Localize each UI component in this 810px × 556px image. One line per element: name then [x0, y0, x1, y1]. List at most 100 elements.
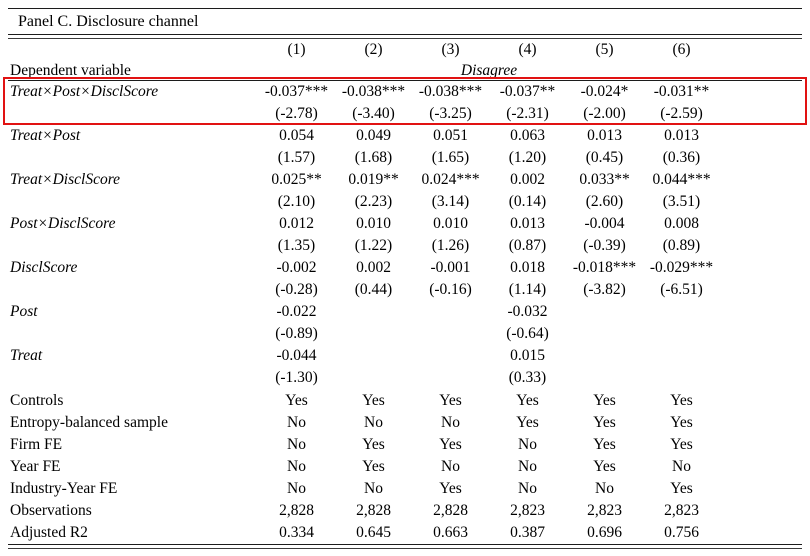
info-value: 2,823 — [510, 502, 545, 519]
coef-value: -0.022 — [276, 303, 317, 320]
info-row: Firm FE No Yes Yes No Yes Yes — [8, 434, 802, 456]
coef-row-label: Post×DisclScore — [10, 215, 116, 232]
top-rule — [8, 8, 802, 9]
info-value: No — [364, 414, 383, 431]
t-stat-value: (-2.78) — [275, 105, 318, 122]
t-stat-value: (1.57) — [277, 149, 316, 166]
coef-value: -0.044 — [276, 347, 317, 364]
coef-value: -0.038*** — [418, 83, 483, 100]
t-stat-value: (1.22) — [354, 237, 393, 254]
coef-value: -0.024* — [580, 83, 629, 100]
coef-value: -0.018*** — [572, 259, 637, 276]
data-row: (-1.30) (0.33) — [8, 367, 802, 389]
t-stat-value: (1.26) — [431, 237, 470, 254]
coef-value: -0.031** — [653, 83, 710, 100]
data-row: (-0.28) (0.44) (-0.16) (1.14) (-3.82) (-6.51) — [8, 279, 802, 301]
coef-value: 0.013 — [664, 127, 699, 144]
coef-group: Treat -0.044 0.015 (-1.30) (0.33) — [8, 345, 802, 389]
info-value: 2,828 — [433, 502, 468, 519]
info-value: Yes — [593, 414, 616, 431]
info-value: 2,823 — [587, 502, 622, 519]
info-value: No — [595, 480, 614, 497]
info-row-label: Firm FE — [10, 436, 63, 453]
coef-row-label: Post — [10, 303, 38, 320]
info-row-label: Industry-Year FE — [10, 480, 118, 497]
coef-value: 0.002 — [510, 171, 545, 188]
info-value: 2,828 — [279, 502, 314, 519]
t-stat-value: (2.60) — [585, 193, 624, 210]
info-section: Controls Yes Yes Yes Yes Yes Yes Entropy-balanc… — [8, 390, 802, 544]
t-stat-value: (-2.31) — [506, 105, 549, 122]
data-row: (1.57) (1.68) (1.65) (1.20) (0.45) (0.36) — [8, 147, 802, 169]
coef-value: 0.010 — [433, 215, 468, 232]
coef-value: -0.029*** — [649, 259, 714, 276]
t-stat-value: (-0.39) — [583, 237, 626, 254]
coef-value: -0.038*** — [341, 83, 406, 100]
column-header-1: (1) — [287, 41, 306, 58]
t-stat-value: (-3.82) — [583, 281, 626, 298]
coef-value: 0.019** — [348, 171, 399, 188]
t-stat-value: (1.20) — [508, 149, 547, 166]
info-value: Yes — [362, 392, 385, 409]
data-row: (2.10) (2.23) (3.14) (0.14) (2.60) (3.51) — [8, 191, 802, 213]
info-value: 0.756 — [664, 524, 699, 541]
coef-value: -0.001 — [430, 259, 471, 276]
t-stat-value: (-0.89) — [275, 325, 318, 342]
info-value: 0.334 — [279, 524, 314, 541]
coef-value: 0.015 — [510, 347, 545, 364]
column-header-6: (6) — [672, 41, 691, 58]
info-value: No — [287, 436, 306, 453]
coef-value: -0.032 — [507, 303, 548, 320]
coef-value: 0.018 — [510, 259, 545, 276]
t-stat-value: (-0.64) — [506, 325, 549, 342]
regression-table-panel-c: Panel C. Disclosure channel (1) (2) (3) … — [3, 8, 807, 549]
t-stat-value: (1.14) — [508, 281, 547, 298]
info-value: Yes — [439, 480, 462, 497]
coef-value: 0.051 — [433, 127, 468, 144]
info-row-label: Observations — [10, 502, 92, 519]
info-value: No — [287, 480, 306, 497]
t-stat-value: (-2.59) — [660, 105, 703, 122]
data-row: Treat×DisclScore 0.025** 0.019** 0.024*** 0.… — [8, 169, 802, 191]
coef-value: 0.010 — [356, 215, 391, 232]
coefficient-section: Treat×Post×DisclScore -0.037*** -0.038*** -… — [3, 77, 807, 389]
info-row: Adjusted R2 0.334 0.645 0.663 0.387 0.696 0.75… — [8, 522, 802, 544]
data-row: Post×DisclScore 0.012 0.010 0.010 0.013 -0.00… — [8, 213, 802, 235]
data-row: Treat×Post×DisclScore -0.037*** -0.038*** -… — [8, 81, 802, 103]
info-value: Yes — [593, 392, 616, 409]
data-row: (1.35) (1.22) (1.26) (0.87) (-0.39) (0.89) — [8, 235, 802, 257]
info-row: Entropy-balanced sample No No No Yes Yes Yes — [8, 412, 802, 434]
coef-value: 0.013 — [510, 215, 545, 232]
t-stat-value: (0.89) — [662, 237, 701, 254]
info-row: Year FE No Yes No No Yes No — [8, 456, 802, 478]
coef-row-label: Treat — [10, 347, 43, 364]
panel-title-row: Panel C. Disclosure channel — [8, 9, 802, 34]
info-row: Controls Yes Yes Yes Yes Yes Yes — [8, 390, 802, 412]
data-row: Post -0.022 -0.032 — [8, 301, 802, 323]
info-value: Yes — [285, 392, 308, 409]
coef-group: Post×DisclScore 0.012 0.010 0.010 0.013 -0.00… — [8, 213, 802, 257]
info-value: 0.645 — [356, 524, 391, 541]
info-row-label: Adjusted R2 — [10, 524, 88, 541]
t-stat-value: (2.10) — [277, 193, 316, 210]
column-header-2: (2) — [364, 41, 383, 58]
info-value: Yes — [593, 458, 616, 475]
info-value: No — [441, 414, 460, 431]
data-row: DisclScore -0.002 0.002 -0.001 0.018 -0.018**… — [8, 257, 802, 279]
info-value: Yes — [439, 436, 462, 453]
header-double-rule — [8, 34, 802, 39]
t-stat-value: (-0.28) — [275, 281, 318, 298]
data-row: (-0.89) (-0.64) — [8, 323, 802, 345]
info-value: No — [518, 458, 537, 475]
t-stat-value: (-3.40) — [352, 105, 395, 122]
info-value: No — [287, 458, 306, 475]
info-value: Yes — [670, 480, 693, 497]
t-stat-value: (0.45) — [585, 149, 624, 166]
coef-value: 0.063 — [510, 127, 545, 144]
info-value: Yes — [670, 414, 693, 431]
t-stat-value: (-0.16) — [429, 281, 472, 298]
info-row-label: Year FE — [10, 458, 61, 475]
coef-group: Treat×Post 0.054 0.049 0.051 0.063 0.013 0.013… — [8, 125, 802, 169]
data-row: Treat -0.044 0.015 — [8, 345, 802, 367]
t-stat-value: (-1.30) — [275, 369, 318, 386]
